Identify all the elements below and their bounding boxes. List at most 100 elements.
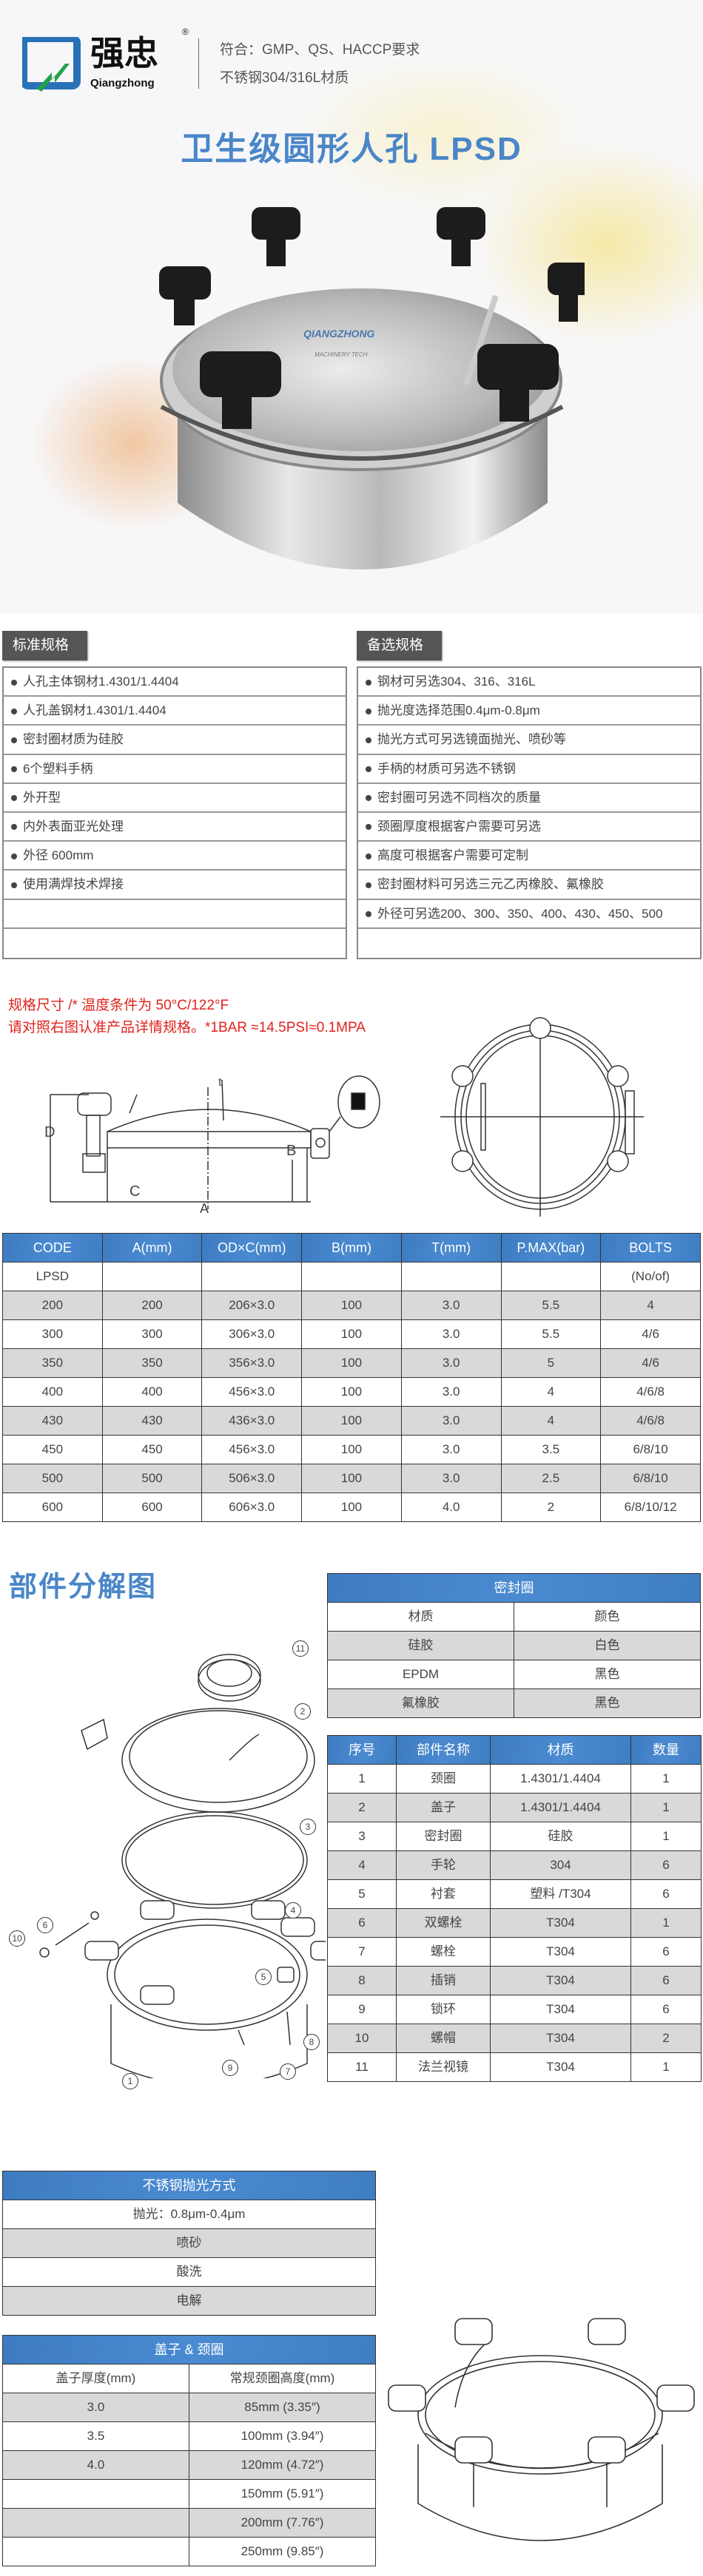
- spec-note-temperature: 规格尺寸 /* 温度条件为 50°C/122°F: [8, 998, 229, 1013]
- table-cell: 100: [301, 1377, 402, 1407]
- spec-item-text: 密封圈可另选不同档次的质量: [377, 790, 541, 805]
- column-header: 颜色: [514, 1602, 701, 1632]
- table-cell: 6: [630, 1995, 702, 2024]
- table-cell: 3.0: [400, 1406, 502, 1436]
- column-header: 部件名称: [396, 1735, 491, 1765]
- table-cell: 2.5: [500, 1464, 602, 1493]
- table-cell: EPDM: [327, 1660, 514, 1689]
- table-cell: 4.0: [2, 2450, 189, 2480]
- table-row: 氟橡胶 黑色: [327, 1688, 701, 1718]
- dim-label-c: C: [130, 1183, 141, 1200]
- table-cell: 356×3.0: [201, 1348, 303, 1378]
- table-cell: T304: [490, 1937, 631, 1967]
- table-cell: 抛光：0.8μm-0.4μm: [2, 2200, 376, 2229]
- table-cell: 350: [2, 1348, 103, 1378]
- table-row: 200 200 206×3.0 100 3.0 5.5 4: [2, 1291, 701, 1320]
- column-header: B(mm): [301, 1233, 402, 1262]
- subheader-cell: [301, 1262, 402, 1291]
- table-row: EPDM 黑色: [327, 1660, 701, 1689]
- table-row: 4.0 120mm (4.72″): [2, 2450, 376, 2480]
- bullet-icon: [366, 795, 371, 802]
- standard-spec-heading: 标准规格: [2, 631, 87, 660]
- table-header-row: 序号 部件名称 材质 数量: [327, 1735, 702, 1765]
- spec-item-text: 使用满焊技术焊接: [23, 877, 124, 892]
- table-cell: 85mm (3.35″): [189, 2393, 376, 2422]
- callout-number: 9: [222, 2060, 238, 2076]
- table-title-row: 盖子 & 颈圈: [2, 2335, 376, 2364]
- table-cell: 8: [327, 1966, 397, 1995]
- spec-item-text: 钢材可另选304、316、316L: [377, 675, 536, 689]
- table-cell: 2: [500, 1492, 602, 1522]
- bullet-icon: [11, 708, 17, 714]
- table-subheader-row: LPSD (No/of): [2, 1262, 701, 1291]
- spec-item: 内外表面亚光处理: [4, 813, 346, 842]
- table-row: 抛光：0.8μm-0.4μm: [2, 2200, 376, 2229]
- table-cell: 塑料 /T304: [490, 1879, 631, 1909]
- table-row: 7 螺栓 T304 6: [327, 1937, 702, 1967]
- table-cell: 3.0: [400, 1291, 502, 1320]
- standard-spec-list: 人孔主体钢材1.4301/1.4404 人孔盖钢材1.4301/1.4404 密封圈…: [2, 666, 347, 959]
- bullet-icon: [366, 766, 371, 773]
- table-cell: 4: [500, 1406, 602, 1436]
- spec-item-text: 手柄的材质可另选不锈钢: [377, 761, 516, 776]
- table-title-row: 不锈钢抛光方式: [2, 2171, 376, 2200]
- table-cell: 300: [2, 1319, 103, 1349]
- subheader-cell: [500, 1262, 602, 1291]
- table-cell: [2, 2479, 189, 2509]
- column-header: T(mm): [400, 1233, 502, 1262]
- table-cell: 300: [101, 1319, 203, 1349]
- bullet-icon: [11, 853, 17, 859]
- column-header: CODE: [2, 1233, 103, 1262]
- spec-note-pressure: 请对照右图认准产品详情规格。*1BAR ≈14.5PSI≈0.1MPA: [8, 1020, 366, 1035]
- column-header: 盖子厚度(mm): [2, 2364, 189, 2393]
- spec-item-text: 外径可另选200、300、350、400、430、450、500: [377, 906, 663, 921]
- bullet-icon: [11, 795, 17, 802]
- table-cell: 2: [327, 1793, 397, 1822]
- callout-number: 5: [255, 1969, 272, 1985]
- dim-label-a: A: [200, 1201, 209, 1216]
- table-cell: 430: [101, 1406, 203, 1436]
- table-cell: 插销: [396, 1966, 491, 1995]
- table-cell: 颈圈: [396, 1764, 491, 1794]
- table-row: 硅胶 白色: [327, 1631, 701, 1660]
- spec-item-text: 抛光度选择范围0.4μm-0.8μm: [377, 703, 540, 718]
- table-cell: 1: [630, 1793, 702, 1822]
- table-row: 10 螺帽 T304 2: [327, 2024, 702, 2053]
- size-table: CODE A(mm) OD×C(mm) B(mm) T(mm) P.MAX(bar) BOL…: [2, 1233, 701, 1522]
- bullet-icon: [366, 679, 371, 686]
- parts-table: 序号 部件名称 材质 数量 1 颈圈 1.4301/1.4404 1 2 盖子 1.4301/1.4…: [327, 1735, 702, 2082]
- subheader-cell: [201, 1262, 303, 1291]
- table-title-row: 密封圈: [327, 1573, 701, 1603]
- column-header: OD×C(mm): [201, 1233, 303, 1262]
- spec-item: 钢材可另选304、316、316L: [358, 668, 700, 697]
- table-cell: 衬套: [396, 1879, 491, 1909]
- table-cell: 5: [500, 1348, 602, 1378]
- spec-item-text: 密封圈材质为硅胶: [23, 732, 124, 747]
- callout-number: 4: [285, 1902, 301, 1919]
- tagline-material: 不锈钢304/316L材质: [220, 70, 349, 86]
- bullet-icon: [366, 882, 371, 888]
- table-cell: 喷砂: [2, 2228, 376, 2258]
- bullet-icon: [11, 882, 17, 888]
- table-cell: 5: [327, 1879, 397, 1909]
- brand-logo-icon: [22, 37, 81, 92]
- subheader-cell: (No/of): [600, 1262, 701, 1291]
- table-cell: 3.0: [400, 1435, 502, 1464]
- spec-item-text: 密封圈材料可另选三元乙丙橡胶、氟橡胶: [377, 877, 604, 892]
- bullet-icon: [11, 679, 17, 686]
- table-cell: 6/8/10: [600, 1464, 701, 1493]
- subheader-cell: [400, 1262, 502, 1291]
- table-row: 3.5 100mm (3.94″): [2, 2421, 376, 2451]
- table-cell: 氟橡胶: [327, 1688, 514, 1718]
- table-row: 430 430 436×3.0 100 3.0 4 4/6/8: [2, 1406, 701, 1436]
- table-cell: 5.5: [500, 1291, 602, 1320]
- table-cell: 螺栓: [396, 1937, 491, 1967]
- table-row: 9 锁环 T304 6: [327, 1995, 702, 2024]
- bullet-icon: [366, 911, 371, 918]
- table-row: 4 手轮 304 6: [327, 1850, 702, 1880]
- table-cell: 硅胶: [327, 1631, 514, 1660]
- table-cell: 1.4301/1.4404: [490, 1764, 631, 1794]
- table-row: 酸洗: [2, 2257, 376, 2287]
- table-cell: 酸洗: [2, 2257, 376, 2287]
- exploded-view-drawing: [39, 1654, 326, 2078]
